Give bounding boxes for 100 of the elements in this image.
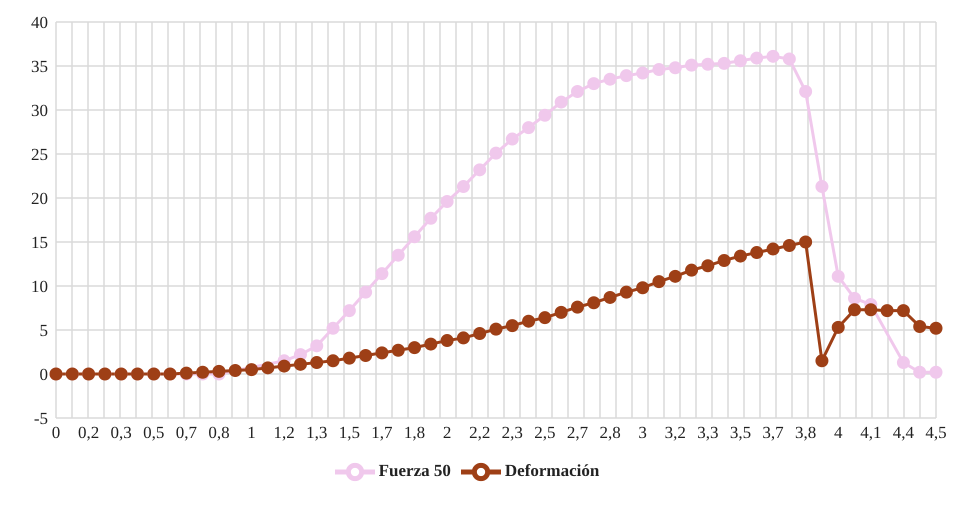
point: [604, 72, 617, 86]
x-tick-label: 3,5: [730, 423, 752, 442]
x-tick-label: 1,8: [404, 423, 426, 442]
point: [359, 349, 372, 362]
point: [408, 230, 422, 244]
point: [326, 354, 340, 368]
point: [473, 163, 486, 176]
x-tick-label: 1,3: [306, 423, 328, 442]
point: [506, 132, 519, 146]
point: [896, 356, 910, 370]
x-tick-label: 3,8: [795, 423, 816, 442]
point: [359, 286, 372, 299]
y-tick-label: 5: [40, 321, 48, 340]
point: [424, 212, 438, 225]
x-tick-label: 4: [834, 423, 843, 442]
point: [587, 296, 600, 310]
point: [392, 344, 405, 357]
point: [440, 334, 454, 348]
point: [554, 306, 568, 319]
point: [554, 96, 568, 109]
x-tick-label: 2,7: [566, 423, 589, 442]
point: [310, 339, 324, 352]
point: [930, 322, 942, 335]
point: [392, 248, 405, 262]
point: [326, 322, 340, 335]
point: [685, 264, 698, 277]
point: [668, 270, 682, 283]
point: [832, 320, 845, 334]
point: [734, 54, 747, 68]
y-tick-label: 20: [31, 189, 48, 208]
point: [750, 52, 764, 65]
point: [913, 320, 926, 333]
x-tick-label: 3: [638, 423, 647, 442]
point: [490, 146, 502, 160]
x-tick-label: 1: [247, 423, 256, 442]
point: [506, 319, 519, 332]
point: [620, 286, 633, 299]
point: [456, 180, 470, 194]
point: [718, 56, 731, 70]
point: [652, 63, 666, 76]
point: [815, 180, 828, 194]
x-tick-label: 2,2: [469, 423, 490, 442]
point: [440, 195, 454, 208]
point: [685, 58, 698, 72]
x-tick-label: 3,2: [664, 423, 686, 442]
x-tick-label: 1,2: [274, 423, 295, 442]
point: [913, 366, 926, 379]
x-tick-label: 1,5: [338, 423, 360, 442]
point: [668, 61, 682, 74]
point: [782, 239, 796, 252]
point: [261, 361, 274, 374]
x-tick-label: 4,5: [925, 423, 947, 442]
point: [848, 303, 862, 316]
y-tick-label: 10: [31, 277, 48, 296]
point: [587, 77, 600, 90]
y-tick-label: 15: [31, 233, 48, 252]
point: [538, 108, 552, 122]
point: [456, 331, 470, 344]
legend-label: Deformación: [504, 460, 600, 480]
point: [375, 267, 388, 280]
point: [636, 66, 650, 80]
x-tick-label: 2,8: [599, 423, 621, 442]
legend-label: Fuerza 50: [378, 460, 451, 480]
point: [766, 242, 780, 256]
point: [880, 304, 894, 318]
point: [896, 304, 910, 318]
point: [538, 311, 552, 324]
x-tick-label: 0,5: [143, 423, 164, 442]
point: [570, 300, 584, 314]
y-tick-label: 30: [31, 101, 48, 120]
x-tick-label: 1,7: [371, 423, 394, 442]
point: [930, 366, 942, 379]
y-tick-label: 35: [31, 57, 48, 76]
point: [620, 69, 633, 82]
point: [782, 52, 796, 66]
x-tick-label: 4,4: [892, 423, 915, 442]
x-tick-label: 0,2: [78, 423, 100, 442]
point: [815, 354, 828, 368]
x-tick-label: 4,1: [860, 423, 882, 442]
x-tick-label: 3,7: [762, 423, 784, 442]
x-tick-label: 0: [52, 423, 60, 442]
x-tick-label: 0,8: [208, 423, 230, 442]
y-tick-label: 25: [31, 145, 48, 164]
point: [766, 50, 780, 63]
point: [750, 246, 764, 260]
point: [294, 348, 307, 362]
x-tick-label: 0,3: [110, 423, 132, 442]
point: [245, 363, 258, 376]
point: [490, 322, 502, 336]
point: [522, 314, 536, 328]
point: [294, 358, 307, 371]
point: [734, 250, 747, 263]
point: [636, 281, 650, 294]
point: [570, 85, 584, 98]
point: [212, 364, 226, 378]
point: [473, 327, 486, 340]
point: [408, 341, 422, 354]
x-tick-label: 2,3: [502, 423, 523, 442]
point: [701, 58, 714, 71]
x-tick-label: 0,7: [176, 423, 198, 442]
